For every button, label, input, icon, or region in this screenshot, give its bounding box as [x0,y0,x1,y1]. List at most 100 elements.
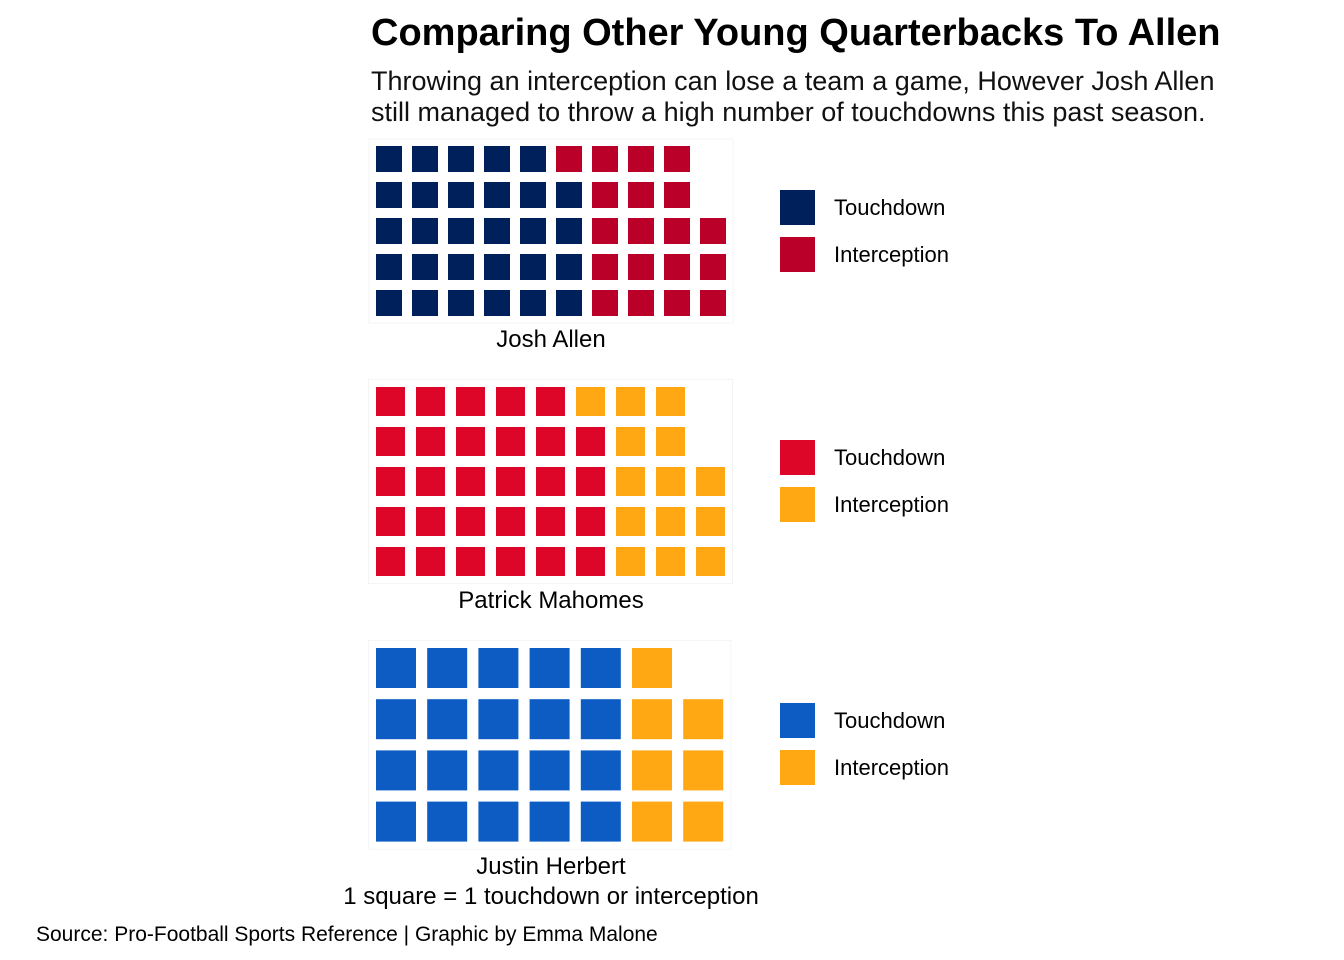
waffle-square-touchdown [520,254,546,280]
waffle-square-touchdown [456,507,485,536]
waffle-square-interception [632,648,672,688]
legend-label-touchdown: Touchdown [834,195,945,220]
panel-0: Josh Allen Touchdown Interception [368,138,949,353]
waffle-square-interception [592,182,618,208]
waffle-square-interception [616,507,645,536]
legend-label-touchdown: Touchdown [834,445,945,470]
waffle-square-touchdown [376,146,402,172]
waffle-square-touchdown [529,750,570,791]
legend-label-touchdown: Touchdown [834,708,945,733]
waffle-square-touchdown [580,699,621,740]
waffle-square-touchdown [412,182,438,208]
waffle-square-interception [628,290,654,316]
waffle-square-touchdown [427,699,468,740]
waffle-square-touchdown [448,218,474,244]
panel-1-player-label: Patrick Mahomes [458,587,643,614]
waffle-square-touchdown [529,699,570,740]
waffle-square-touchdown [536,427,565,456]
waffle-square-touchdown [496,467,525,496]
waffle-square-interception [696,507,725,536]
waffle-square-touchdown [576,507,605,536]
legend-label-interception: Interception [834,492,949,517]
waffle-square-touchdown [376,547,405,576]
legend-key-touchdown [780,440,815,475]
waffle-square-interception [683,750,724,791]
waffle-square-touchdown [456,547,485,576]
waffle-square-touchdown [448,254,474,280]
panel-1: Patrick Mahomes Touchdown Interception [368,379,949,614]
waffle-square-interception [628,254,654,280]
waffle-square-touchdown [576,427,605,456]
waffle-square-interception [616,427,645,456]
waffle-square-touchdown [416,467,445,496]
legend-key-interception [780,750,815,785]
waffle-square-touchdown [456,387,485,416]
waffle-square-touchdown [556,254,582,280]
waffle-square-touchdown [376,290,402,316]
legend-key-interception [780,237,815,272]
waffle-square-interception [656,387,685,416]
waffle-square-interception [700,254,726,280]
legend-key-touchdown [780,703,815,738]
panel-0-player-label: Josh Allen [496,326,605,353]
waffle-square-touchdown [484,290,510,316]
waffle-square-touchdown [412,254,438,280]
waffle-square-touchdown [478,801,519,842]
scale-note: 1 square = 1 touchdown or interception [343,883,759,910]
waffle-square-touchdown [536,507,565,536]
waffle-square-interception [616,547,645,576]
waffle-square-interception [632,750,672,791]
waffle-square-touchdown [456,467,485,496]
waffle-square-touchdown [520,290,546,316]
legend-key-touchdown [780,190,815,225]
waffle-square-touchdown [496,427,525,456]
waffle-square-touchdown [376,648,416,688]
waffle-square-touchdown [536,547,565,576]
panel-2: Justin Herbert Touchdown Interception [367,639,949,880]
waffle-square-touchdown [536,387,565,416]
waffle-square-interception [628,218,654,244]
waffle-square-interception [592,290,618,316]
waffle-square-touchdown [448,182,474,208]
waffle-square-touchdown [580,648,621,688]
waffle-square-touchdown [576,467,605,496]
waffle-square-interception [664,146,690,172]
waffle-square-interception [628,182,654,208]
waffle-square-interception [656,427,685,456]
waffle-square-touchdown [412,218,438,244]
waffle-square-interception [616,467,645,496]
waffle-square-interception [632,801,672,842]
waffle-square-interception [628,146,654,172]
waffle-square-interception [664,182,690,208]
waffle-square-interception [616,387,645,416]
waffle-square-touchdown [520,218,546,244]
waffle-square-touchdown [376,182,402,208]
waffle-square-touchdown [376,254,402,280]
waffle-square-touchdown [484,146,510,172]
waffle-square-touchdown [496,507,525,536]
waffle-square-touchdown [478,750,519,791]
waffle-square-touchdown [576,547,605,576]
waffle-square-touchdown [456,427,485,456]
waffle-square-interception [592,218,618,244]
waffle-square-interception [700,218,726,244]
waffle-square-interception [592,146,618,172]
waffle-square-interception [632,699,672,740]
legend-label-interception: Interception [834,755,949,780]
waffle-square-touchdown [376,750,416,791]
waffle-square-touchdown [556,290,582,316]
waffle-square-touchdown [484,218,510,244]
panel-2-player-label: Justin Herbert [476,853,626,880]
waffle-square-touchdown [376,387,405,416]
waffle-square-interception [664,290,690,316]
waffle-square-touchdown [529,801,570,842]
waffle-square-touchdown [427,750,468,791]
waffle-square-touchdown [580,750,621,791]
waffle-square-touchdown [536,467,565,496]
waffle-square-interception [696,547,725,576]
waffle-square-interception [576,387,605,416]
waffle-square-touchdown [376,699,416,740]
waffle-square-interception [556,146,582,172]
